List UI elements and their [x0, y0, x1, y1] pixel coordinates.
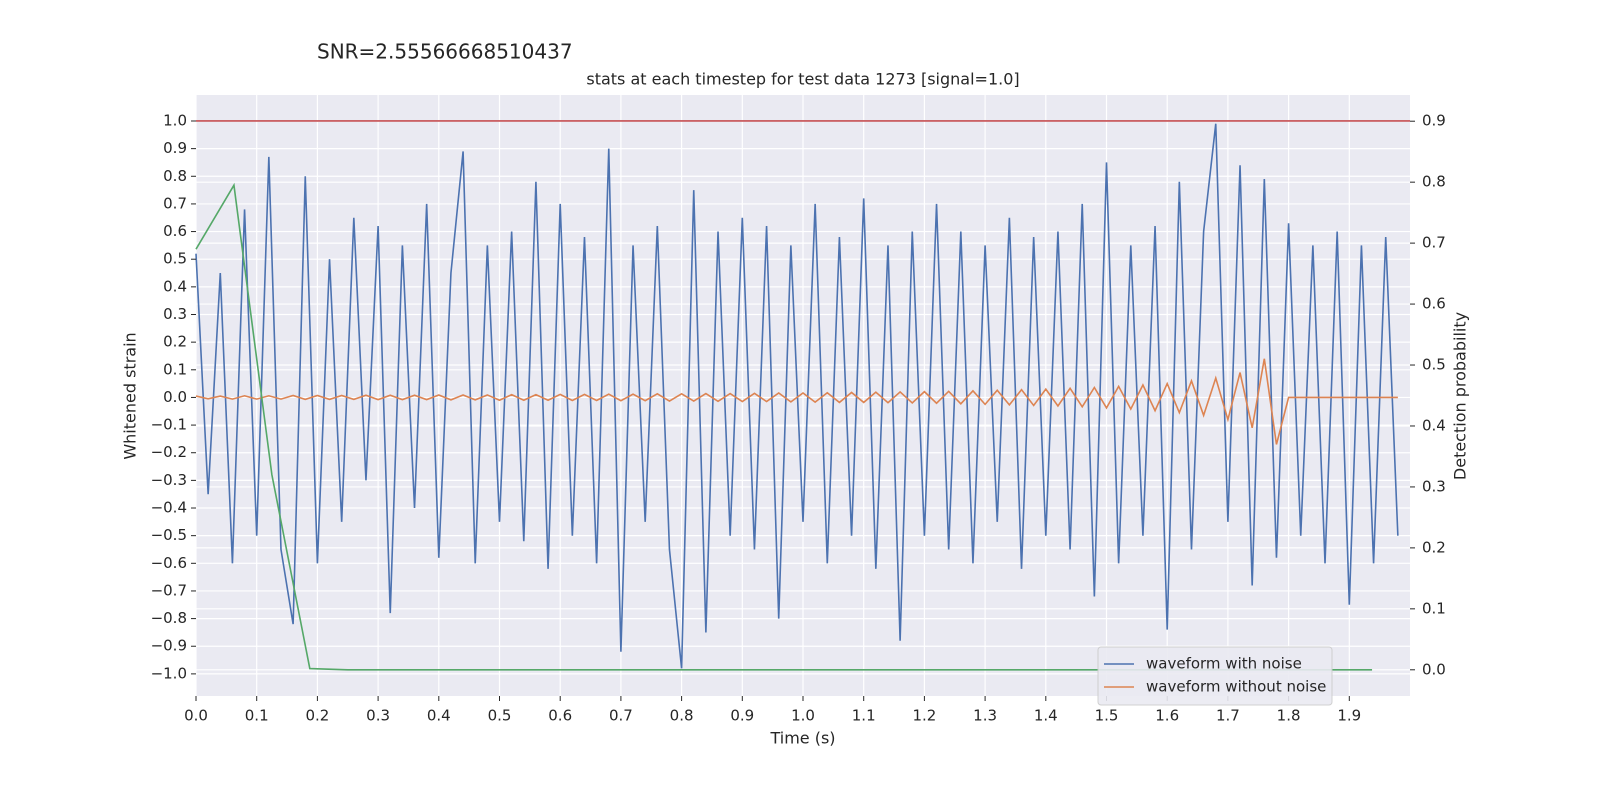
y2-tick-label: 0.7 [1422, 234, 1446, 252]
legend-box [1097, 646, 1333, 706]
y-tick-label: 0.4 [163, 277, 187, 295]
x-tick-label: 1.3 [973, 707, 997, 725]
y-tick-label: 0.5 [163, 250, 187, 268]
x-tick-label: 1.0 [791, 707, 815, 725]
y-tick-label: 0.1 [163, 360, 187, 378]
y2-tick-label: 0.1 [1422, 599, 1446, 617]
x-tick-label: 1.5 [1095, 707, 1119, 725]
x-tick-label: 1.8 [1277, 707, 1301, 725]
y-tick-label: 0.3 [163, 305, 187, 323]
x-tick-label: 0.0 [184, 707, 208, 725]
y-tick-label: 1.0 [163, 111, 187, 129]
y-tick-label: 0.6 [163, 222, 187, 240]
y-axis-label: Whitened strain [121, 332, 140, 459]
x-tick-label: 0.6 [548, 707, 572, 725]
x-tick-label: 0.1 [245, 707, 269, 725]
y2-tick-label: 0.3 [1422, 477, 1446, 495]
y2-tick-label: 0.4 [1422, 416, 1446, 434]
x-tick-label: 0.2 [305, 707, 329, 725]
series-line [195, 123, 1399, 669]
x-tick-label: 0.7 [609, 707, 633, 725]
y2-tick-label: 0.2 [1422, 538, 1446, 556]
x-tick-label: 0.8 [670, 707, 694, 725]
y-tick-label: −0.8 [151, 609, 187, 627]
chart-title: stats at each timestep for test data 127… [586, 70, 1019, 89]
legend-label: waveform without noise [1146, 678, 1326, 696]
y-tick-label: −0.6 [151, 554, 187, 572]
x-tick-label: 1.4 [1034, 707, 1058, 725]
x-tick-label: 1.6 [1155, 707, 1179, 725]
x-axis-label: Time (s) [769, 729, 835, 748]
x-tick-label: 0.5 [488, 707, 512, 725]
legend-label: waveform with noise [1146, 655, 1302, 673]
y-tick-label: −0.9 [151, 637, 187, 655]
y2-tick-label: 0.6 [1422, 295, 1446, 313]
y-tick-label: −0.3 [151, 471, 187, 489]
y-tick-label: −0.2 [151, 443, 187, 461]
x-tick-label: 1.1 [852, 707, 876, 725]
y-tick-label: 0.8 [163, 167, 187, 185]
y2-tick-label: 0.5 [1422, 356, 1446, 374]
y2-tick-label: 0.0 [1422, 660, 1446, 678]
x-tick-label: 1.9 [1337, 707, 1361, 725]
y-tick-label: −0.4 [151, 499, 187, 517]
y-tick-label: 0.0 [163, 388, 187, 406]
y-tick-label: −0.1 [151, 416, 187, 434]
y2-tick-label: 0.9 [1422, 112, 1446, 130]
y-tick-label: −0.5 [151, 526, 187, 544]
x-tick-label: 1.7 [1216, 707, 1240, 725]
series-line [195, 358, 1398, 445]
y-tick-label: −1.0 [151, 664, 187, 682]
y-tick-label: 0.7 [163, 194, 187, 212]
y2-axis-label: Detection probability [1451, 312, 1470, 480]
y2-tick-label: 0.8 [1422, 173, 1446, 191]
y-tick-label: 0.9 [163, 139, 187, 157]
suptitle: SNR=2.55566668510437 [317, 40, 573, 64]
x-tick-label: 0.3 [366, 707, 390, 725]
x-tick-label: 0.9 [730, 707, 754, 725]
x-tick-label: 0.4 [427, 707, 451, 725]
y-tick-label: 0.2 [163, 333, 187, 351]
y-tick-label: −0.7 [151, 581, 187, 599]
x-tick-label: 1.2 [912, 707, 936, 725]
